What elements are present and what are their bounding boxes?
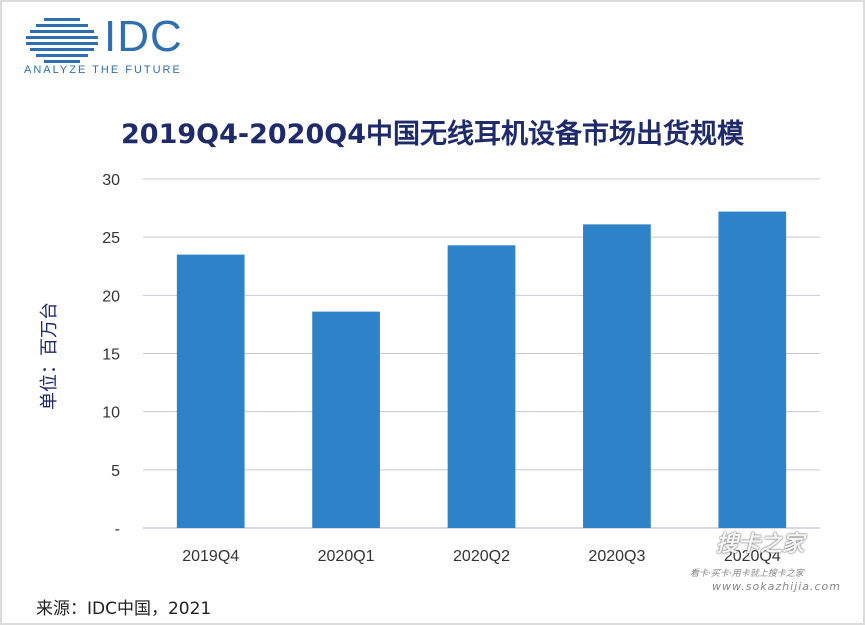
bar	[312, 311, 380, 528]
x-tick-label: 2020Q3	[588, 548, 645, 565]
y-tick-label: 10	[102, 405, 120, 422]
y-tick-label: 5	[111, 463, 120, 480]
bar	[176, 254, 245, 528]
watermark-sub: 看卡·买卡·用卡就上搜卡之家	[690, 569, 804, 579]
logo-tagline: ANALYZE THE FUTURE	[24, 64, 182, 76]
x-tick-label: 2020Q2	[453, 548, 510, 565]
bar	[583, 224, 651, 528]
bar	[718, 211, 787, 528]
logo-name: IDC	[104, 12, 183, 61]
x-tick-label: 2020Q4	[724, 548, 781, 565]
watermark-main: 搜卡之家	[716, 532, 805, 557]
x-tick-label: 2020Q1	[318, 548, 375, 565]
y-tick-label: -	[115, 521, 120, 538]
source-note: 来源：IDC中国，2021	[36, 599, 212, 619]
y-tick-label: 20	[102, 288, 120, 305]
watermark-url: www.sokazhijia.com	[712, 580, 841, 593]
y-tick-label: 30	[102, 172, 120, 189]
chart-title: 2019Q4-2020Q4中国无线耳机设备市场出货规模	[121, 119, 744, 150]
x-tick-label: 2019Q4	[182, 548, 239, 565]
idc-logo-icon	[26, 18, 98, 63]
bar	[447, 245, 516, 528]
y-tick-label: 25	[102, 230, 120, 247]
y-tick-label: 15	[102, 347, 120, 364]
